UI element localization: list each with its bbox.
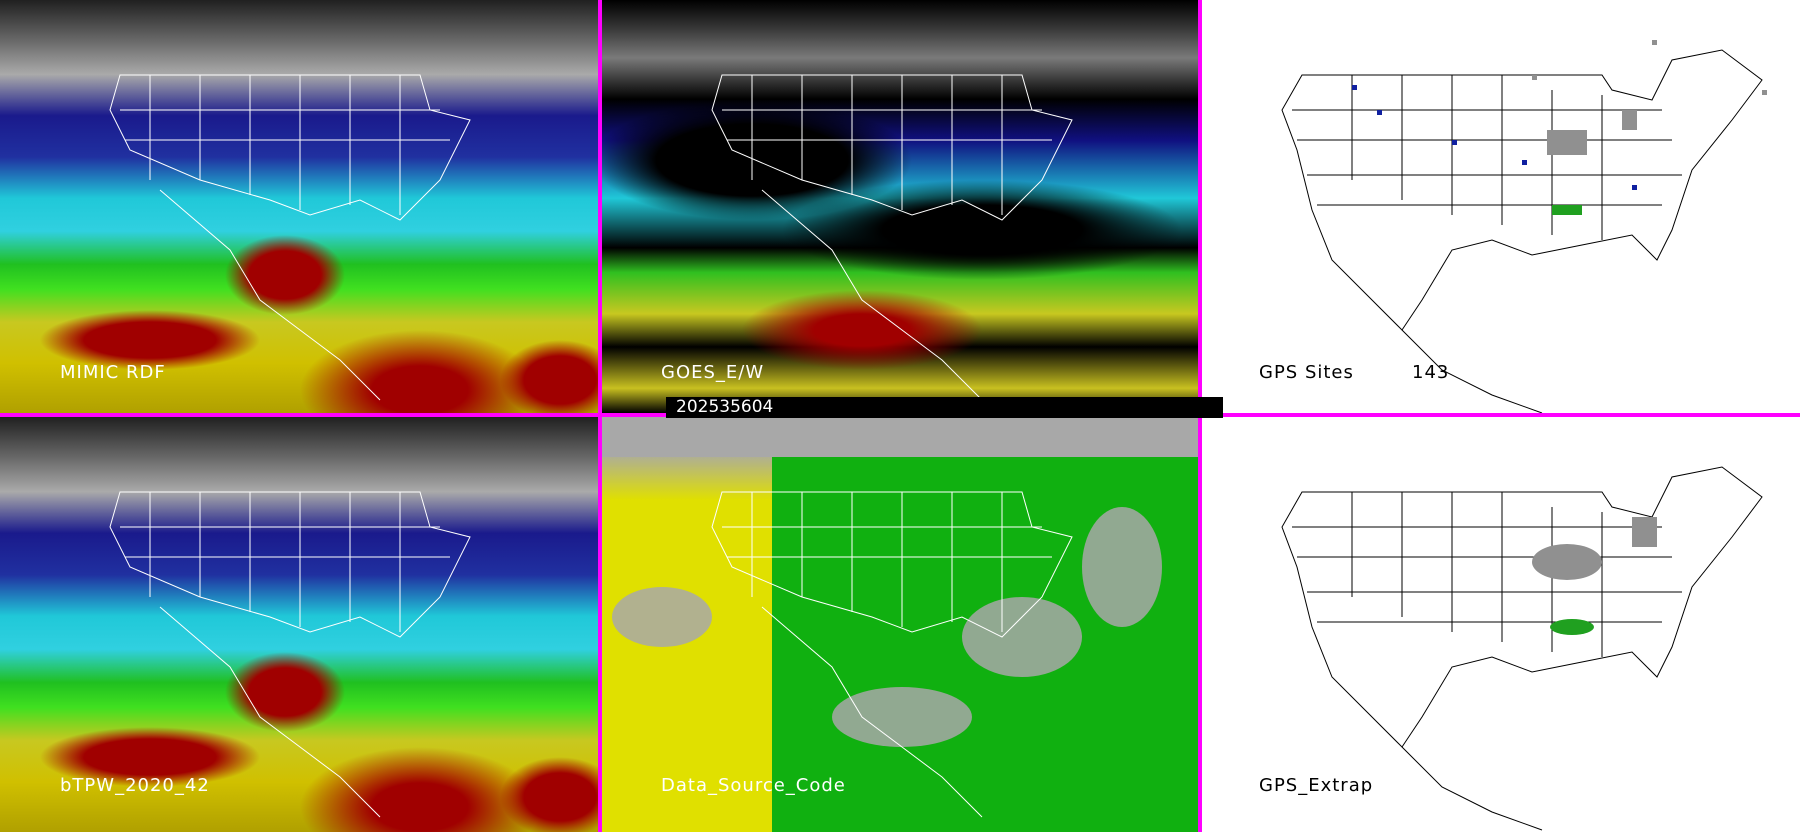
gps-site-marker [1652, 40, 1657, 45]
state-borders-outline [1281, 466, 1763, 831]
panel-label: GPS Sites [1259, 362, 1354, 383]
panel-label: Data_Source_Code [661, 775, 846, 796]
gps-site-count: 143 [1412, 362, 1450, 383]
state-borders-overlay [612, 491, 1162, 818]
state-borders-overlay [109, 491, 471, 818]
gps-site-marker [1452, 140, 1457, 145]
state-borders-overlay [109, 74, 471, 401]
gps-site-marker [1377, 110, 1382, 115]
gps-sites-map-panel: GPS Sites 143 [1202, 0, 1800, 413]
date-stamp: 202535604 [666, 397, 1223, 418]
gps-extrap-map-panel: GPS_Extrap [1202, 417, 1800, 832]
gps-site-marker [1532, 75, 1537, 80]
gps-site-marker [1632, 185, 1637, 190]
panel-label: bTPW_2020_42 [60, 775, 210, 796]
gps-site-marker [1522, 160, 1527, 165]
panel-label: GOES_E/W [661, 362, 765, 383]
gps-site-marker [1762, 90, 1767, 95]
panel-label: GPS_Extrap [1259, 775, 1374, 796]
extrapolated-gps-blobs [1532, 517, 1657, 580]
gps-data-blobs [1547, 110, 1637, 155]
mimic-rdf-map-panel: MIMIC RDF [0, 0, 598, 413]
data-source-code-map-panel: Data_Source_Code [602, 417, 1200, 832]
panel-label: MIMIC RDF [60, 362, 166, 383]
gps-site-marker [1352, 85, 1357, 90]
state-borders-overlay [711, 74, 1073, 401]
state-borders-outline [1281, 49, 1763, 413]
goes-map-panel: GOES_E/W [602, 0, 1200, 413]
btpw-map-panel: bTPW_2020_42 [0, 417, 598, 832]
